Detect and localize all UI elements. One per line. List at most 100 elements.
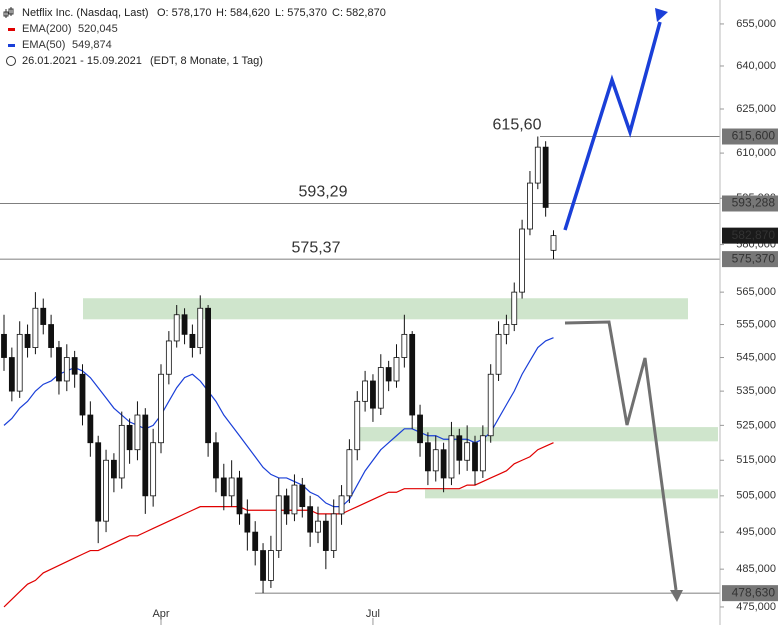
candle-body [315,520,321,533]
support-zone [83,298,688,320]
x-tick-label: Apr [152,608,169,620]
y-tick-label: 475,000 [736,601,776,613]
candle-body [56,347,62,382]
candle-body [409,333,416,416]
y-tick-label: 625,000 [736,103,776,115]
candle-body [291,484,298,515]
y-tick-label: 505,000 [736,490,776,502]
level-label: 615,60 [493,117,542,134]
candle-body [456,435,463,461]
candle-body [8,357,15,392]
bear-scenario-arrow [564,320,678,591]
candle-body [189,333,196,348]
candle-body [267,550,274,581]
candle-body [432,449,439,472]
candle-body [377,367,384,409]
candle-body [150,442,157,497]
candle-body [165,340,172,375]
candle-body [24,333,31,348]
bull-scenario-arrow [563,21,662,231]
y-tick-label: 640,000 [736,60,776,72]
candle-body [111,459,117,479]
candle-body [511,291,518,325]
legend-swatch [8,44,15,47]
price-tag-label: 478,630 [732,585,776,599]
legend-swatch [8,28,15,31]
price-tag [722,128,778,145]
candle-body [79,373,86,416]
candle-icon [3,7,14,18]
candle-body [244,513,251,533]
candle-body [32,307,39,348]
candle-body [134,414,141,451]
candle-body [181,314,188,335]
price-tag-label: 593,288 [732,196,776,210]
candle-body [542,146,549,208]
candle-body [330,513,337,551]
candle-body [472,442,478,472]
candle-body [260,550,266,581]
candle-body [87,414,94,444]
candle-body [527,182,533,230]
level-label: 593,29 [299,184,348,201]
candle-body [16,333,23,392]
candle-body [354,400,361,451]
candle-body [550,235,557,251]
candle-body [236,477,243,515]
candle-body [307,506,314,533]
y-tick-label: 565,000 [736,286,776,298]
candle-body [1,333,7,358]
candle-body [362,380,369,402]
candle-body [63,357,70,382]
candle-body [71,357,78,375]
candle-body [519,228,525,293]
y-tick-label: 485,000 [736,563,776,575]
candle-body [283,495,290,515]
legend-value: 549,874 [72,39,112,51]
candle-body [103,459,109,522]
y-tick-label: 655,000 [736,18,776,30]
arrow-head [670,590,683,602]
candle-body [464,442,471,461]
legend-name: EMA(50) [22,39,65,51]
candle-body [370,380,376,409]
candle-body [401,333,408,358]
header-open: O: 578,170 [157,7,211,19]
candle-body [40,307,47,325]
candle-body [440,449,447,479]
last-price-tag [722,227,778,244]
candle-body [534,146,541,184]
price-tag-label: 575,370 [732,251,776,265]
candle-body [487,373,494,437]
y-tick-label: 525,000 [736,419,776,431]
y-tick-label: 515,000 [736,454,776,466]
candle-body [228,477,235,497]
date-info: (EDT, 8 Monate, 1 Tag) [150,55,263,67]
candle-body [393,357,400,382]
candle-body [322,520,329,551]
header-high: H: 584,620 [216,7,270,19]
candle-body [142,414,149,497]
y-tick-label: 495,000 [736,526,776,538]
candle-body [252,531,259,551]
x-tick-label: Jul [366,608,380,620]
y-tick-label: 535,000 [736,385,776,397]
candle-body [126,424,133,451]
candle-body [95,442,102,522]
header-low: L: 575,370 [275,7,327,19]
candle-body [220,477,227,497]
price-tag [722,251,778,268]
candle-body [213,442,219,479]
arrow-head [655,8,668,22]
candle-body [338,495,345,515]
candle-body [417,414,423,444]
support-zone [425,489,718,499]
candle-body [495,333,502,375]
last-price-label: 582,870 [732,228,776,242]
level-label: 575,37 [292,239,341,256]
candle-body [479,435,486,472]
candle-body [299,484,306,508]
candle-body [448,435,455,479]
price-tag [722,195,778,212]
date-range: 26.01.2021 - 15.09.2021 [22,55,142,67]
